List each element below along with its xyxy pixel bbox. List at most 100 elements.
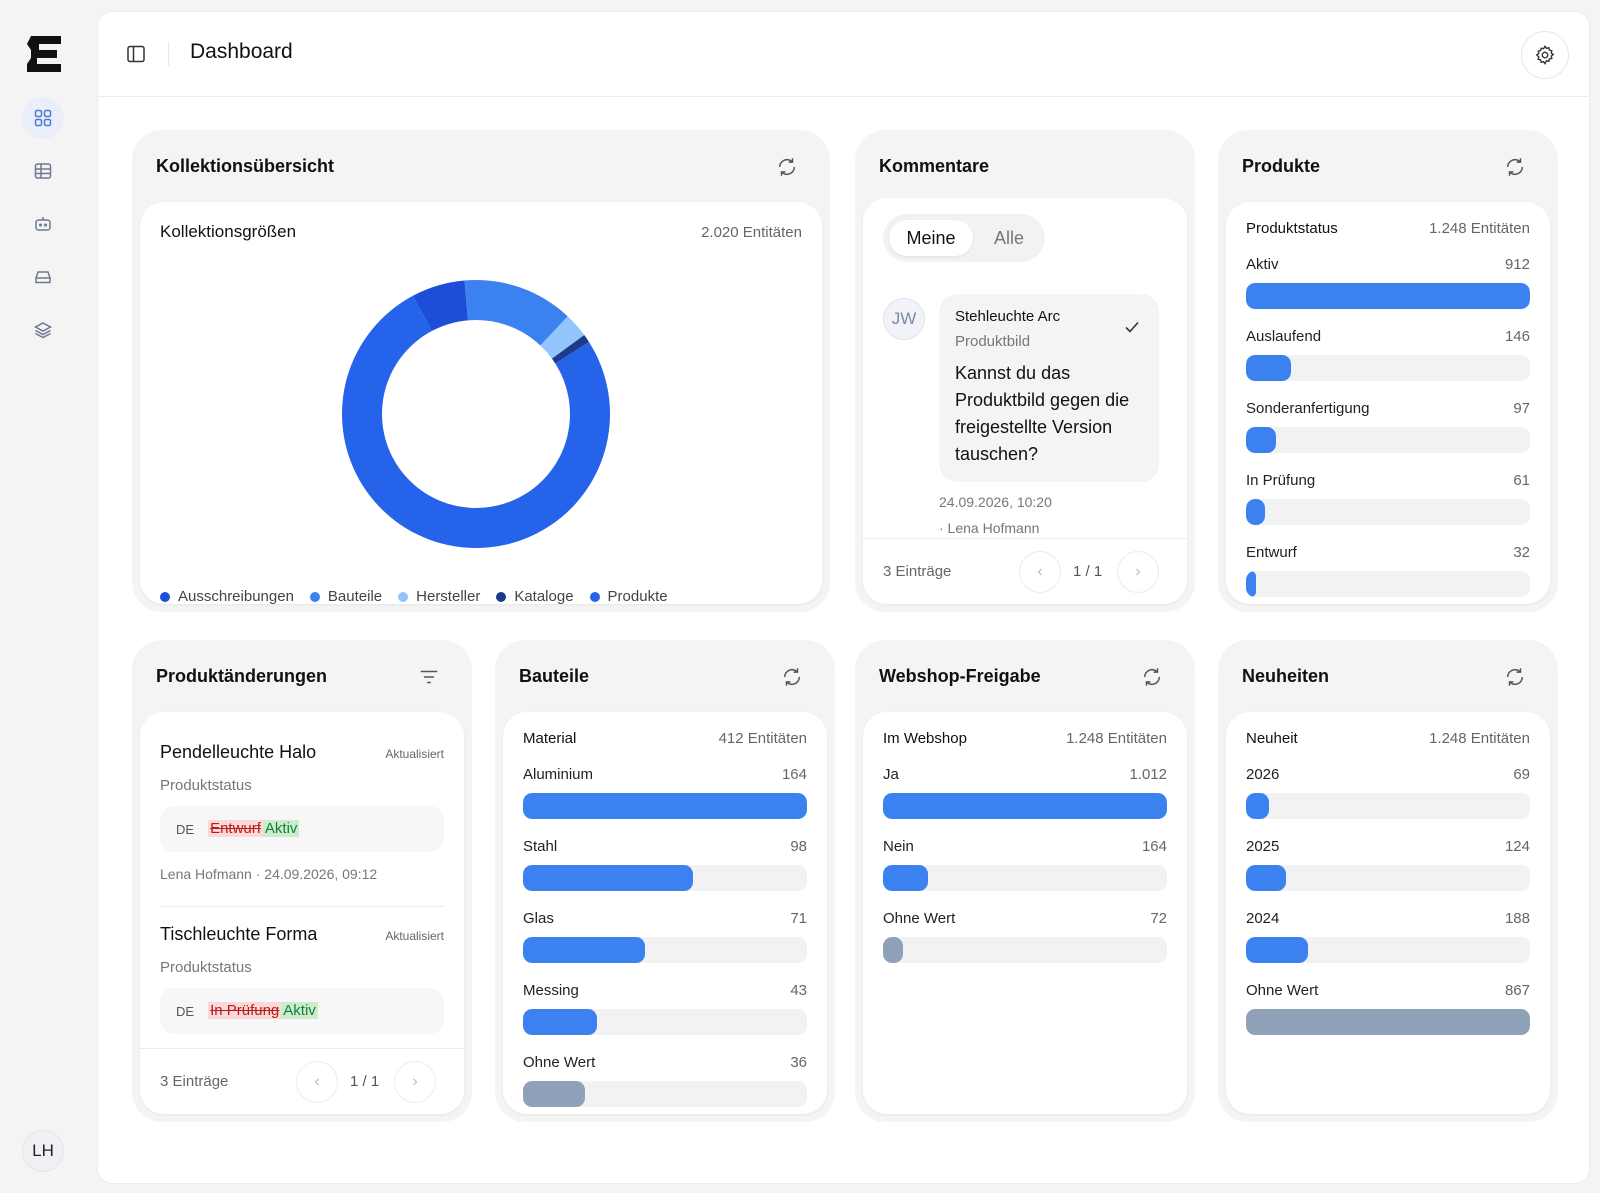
bar-track [883,937,1167,963]
comment-bubble[interactable]: Stehleuchte Arc Produktbild Kannst du da… [939,294,1159,482]
refresh-button[interactable] [776,156,798,178]
prev-page-button[interactable]: ‹ [1019,551,1061,593]
collection-chart-panel: Kollektionsgrößen 2.020 Entitäten Aussch… [140,202,822,604]
tab-all[interactable]: Alle [993,227,1024,248]
tab-mine[interactable]: Meine [889,220,973,256]
nav-assistant-button[interactable] [22,203,64,245]
bar-label: 2026 [1246,766,1280,783]
bar-value: 867 [1504,982,1530,999]
donut-slice-produkte[interactable] [342,295,610,548]
chevron-left-icon: ‹ [1037,563,1043,580]
products-card: Produkte Produktstatus 1.248 Entitäten Akt… [1218,130,1558,612]
bar-row[interactable]: Stahl 98 [523,838,807,891]
change-item[interactable]: Tischleuchte Forma Aktualisiert Produkts… [160,924,444,1034]
legend-item[interactable]: Bauteile [309,588,382,604]
bar-label: Entwurf [1246,544,1297,561]
refresh-button[interactable] [1504,156,1526,178]
bar-row[interactable]: Entwurf 32 [1246,544,1530,597]
bar-row[interactable]: Sonderanfertigung 97 [1246,400,1530,453]
resolve-check-icon[interactable] [1123,318,1141,336]
chart-legend: Ausschreibungen Bauteile Hersteller Katalog… [160,588,668,604]
bar-list-title: Material [523,730,577,747]
change-diff: DE In Prüfung Aktiv [160,988,444,1034]
bar-label: Sonderanfertigung [1246,400,1370,417]
refresh-button[interactable] [1141,666,1163,688]
bar-row[interactable]: Glas 71 [523,910,807,963]
bar-fill [523,937,646,963]
legend-item[interactable]: Hersteller [398,588,480,604]
next-page-button[interactable]: › [1117,551,1159,593]
user-avatar[interactable]: LH [22,1130,64,1172]
change-product-name: Pendelleuchte Halo [160,742,317,762]
legend-item[interactable]: Produkte [589,588,668,604]
product-changes-panel: Pendelleuchte Halo Aktualisiert Produkts… [140,712,464,1114]
filter-button[interactable] [418,666,440,688]
settings-button[interactable] [1521,31,1569,79]
change-product-name: Tischleuchte Forma [160,924,318,944]
bar-row[interactable]: Nein 164 [883,838,1167,891]
bar-fill [1246,283,1530,309]
refresh-icon [1506,668,1524,686]
donut-slice-hersteller[interactable] [540,316,585,359]
bar-value: 43 [790,982,807,999]
bar-row[interactable]: Aluminium 164 [523,766,807,819]
change-meta: Lena Hofmann · 24.09.2026, 09:12 [160,866,378,882]
bar-label: 2025 [1246,838,1280,855]
bar-row[interactable]: 2024 188 [1246,910,1530,963]
refresh-icon [783,668,801,686]
entity-count: 1.248 Entitäten [1066,730,1167,747]
nav-layers-button[interactable] [22,309,64,351]
bar-row[interactable]: Aktiv 912 [1246,256,1530,309]
refresh-icon [1506,158,1524,176]
products-status-panel: Produktstatus 1.248 Entitäten Aktiv 912 Ausl… [1226,202,1550,604]
bar-value: 72 [1150,910,1167,927]
bar-row[interactable]: 2026 69 [1246,766,1530,819]
prev-page-button[interactable]: ‹ [296,1061,338,1103]
bar-row[interactable]: Ohne Wert 36 [523,1054,807,1107]
bar-row[interactable]: In Prüfung 61 [1246,472,1530,525]
bar-track [1246,355,1530,381]
bar-fill [1246,499,1266,525]
card-title: Kollektionsübersicht [156,156,335,176]
refresh-icon [778,158,796,176]
bar-list-header: Produktstatus 1.248 Entitäten [1246,220,1530,237]
bar-track [883,793,1167,819]
nav-dashboard-button[interactable] [22,97,64,139]
language-code: DE [176,1003,195,1019]
bar-row[interactable]: Messing 43 [523,982,807,1035]
donut-slice-bauteile[interactable] [464,280,568,346]
parts-material-panel: Material 412 Entitäten Aluminium 164 Stahl 98… [503,712,827,1114]
nav-inbox-button[interactable] [22,256,64,298]
refresh-button[interactable] [781,666,803,688]
card-title: Produktänderungen [156,666,328,686]
bar-row[interactable]: Ohne Wert 72 [883,910,1167,963]
next-page-button[interactable]: › [394,1061,436,1103]
bar-track [1246,499,1530,525]
bar-label: Messing [523,982,579,999]
donut-slice-ausschreibungen[interactable] [412,280,468,332]
refresh-button[interactable] [1504,666,1526,688]
bar-row[interactable]: Ohne Wert 867 [1246,982,1530,1035]
brand-logo-icon[interactable] [27,36,61,72]
change-item[interactable]: Pendelleuchte Halo Aktualisiert Produkts… [160,742,444,882]
card-title: Neuheiten [1242,666,1330,686]
nav-table-button[interactable] [22,150,64,192]
bar-value: 97 [1513,400,1530,417]
bar-row[interactable]: Ja 1.012 [883,766,1167,819]
donut-slice-kataloge[interactable] [551,335,589,364]
language-code: DE [176,821,195,837]
bar-label: Ohne Wert [1246,982,1319,999]
page-indicator: 1 / 1 [350,1073,380,1090]
bar-row[interactable]: Auslaufend 146 [1246,328,1530,381]
legend-item[interactable]: Ausschreibungen [160,588,294,604]
card-title: Kommentare [879,156,990,176]
entity-count: 1.248 Entitäten [1429,730,1530,747]
sidebar-toggle-icon[interactable] [126,44,146,64]
change-type-tag: Aktualisiert [385,747,444,761]
bar-row[interactable]: 2025 124 [1246,838,1530,891]
bar-track [523,793,807,819]
legend-item[interactable]: Kataloge [496,588,574,604]
bar-value: 32 [1513,544,1530,561]
bar-track [523,1081,807,1107]
legend-dot [309,591,320,602]
